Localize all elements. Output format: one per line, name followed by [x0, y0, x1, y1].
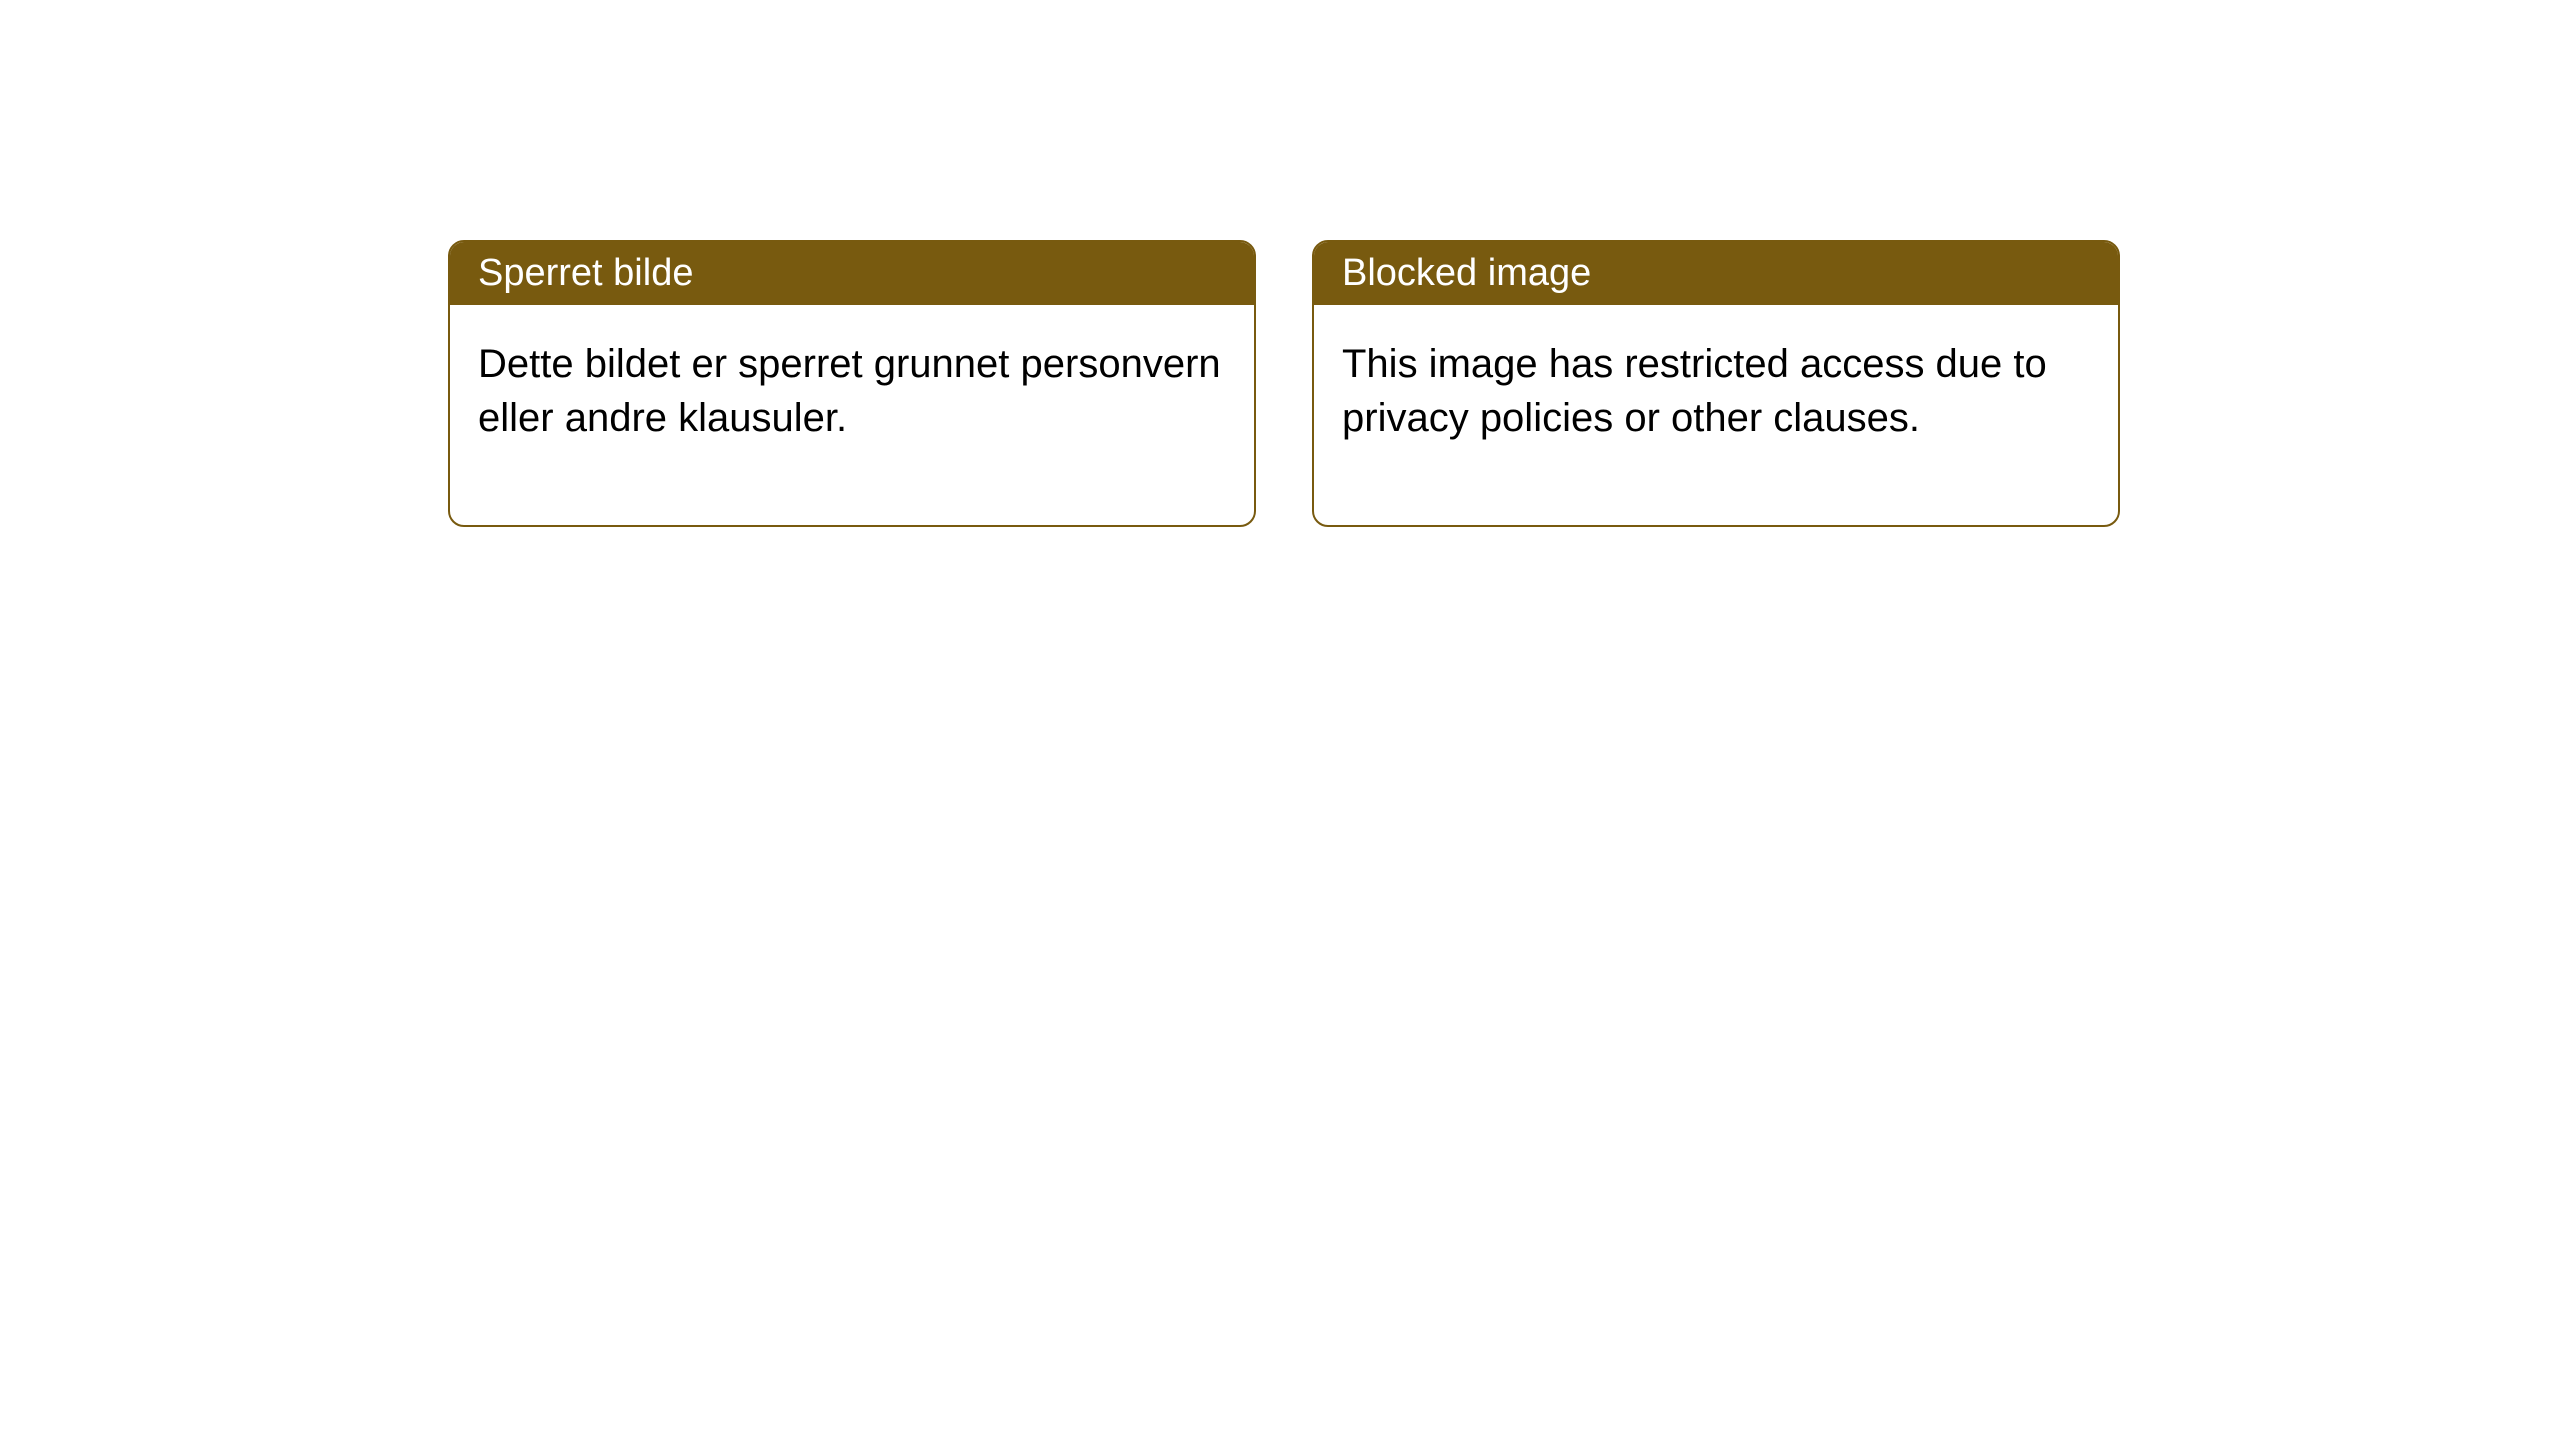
notice-title: Blocked image — [1342, 252, 1591, 294]
notice-header: Blocked image — [1314, 242, 2118, 305]
notice-body: This image has restricted access due to … — [1314, 305, 2118, 525]
notice-container: Sperret bilde Dette bildet er sperret gr… — [0, 0, 2560, 527]
notice-title: Sperret bilde — [478, 252, 693, 294]
notice-card-norwegian: Sperret bilde Dette bildet er sperret gr… — [448, 240, 1256, 527]
notice-card-english: Blocked image This image has restricted … — [1312, 240, 2120, 527]
notice-header: Sperret bilde — [450, 242, 1254, 305]
notice-text: Dette bildet er sperret grunnet personve… — [478, 342, 1221, 440]
notice-body: Dette bildet er sperret grunnet personve… — [450, 305, 1254, 525]
notice-text: This image has restricted access due to … — [1342, 342, 2047, 440]
